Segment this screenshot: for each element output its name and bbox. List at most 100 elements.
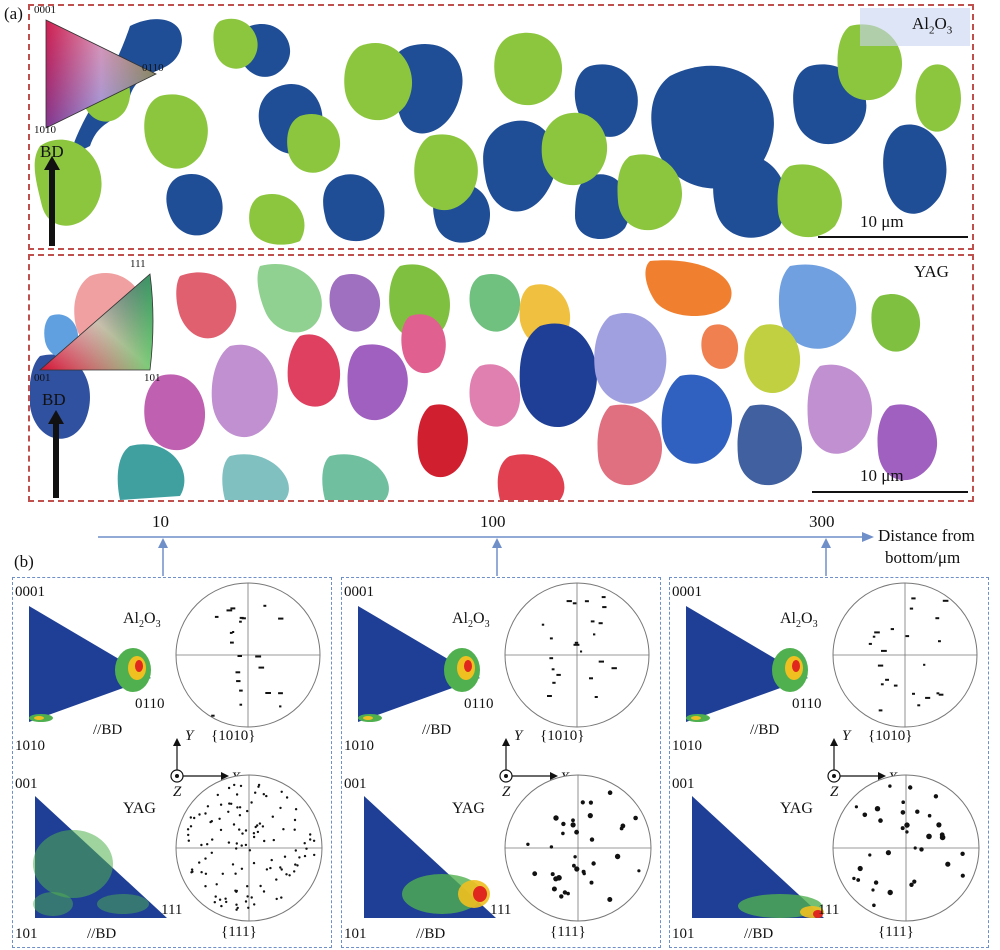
al2o3-key-label-bottom: 1010 <box>34 124 56 136</box>
al2o3-pole-point <box>938 640 941 643</box>
al2o3-pole-point <box>239 689 243 692</box>
al2o3-pole-point <box>574 641 579 644</box>
al2o3-pole-point <box>263 604 267 607</box>
al2o3-pole-point <box>226 609 233 612</box>
yag-pole-point <box>582 871 586 876</box>
yag-bd-arrow-icon <box>48 410 64 498</box>
yag-ebsd-map: 111 001 101 BD YAG 10 μm <box>28 254 974 502</box>
distance-tick-100: 100 <box>480 512 506 531</box>
yag-pole-point <box>206 805 210 808</box>
axis-z-label: Z <box>830 784 839 800</box>
yag-pole-point <box>551 886 557 892</box>
yag-pole-point <box>313 853 316 857</box>
al2o3-pf-phase-o: O <box>801 610 813 627</box>
yag-pole-point <box>936 822 942 828</box>
yag-pole-point <box>856 878 861 882</box>
yag-pole-figure <box>175 774 323 922</box>
yag-pole-point <box>231 863 235 866</box>
al2o3-ipf-top-label: 0001 <box>344 584 374 600</box>
yag-pole-point <box>236 906 239 910</box>
yag-pole-point <box>275 897 278 901</box>
sample-coordinate-axes <box>827 738 886 783</box>
yag-pole-point <box>279 866 282 869</box>
yag-pole-point <box>232 823 236 826</box>
al2o3-pole-figure-label: {1010} <box>540 728 585 744</box>
yag-pole-point <box>873 880 879 885</box>
yag-pole-point <box>285 873 288 876</box>
al2o3-pole-point <box>556 673 561 676</box>
yag-pole-point <box>191 870 194 873</box>
yag-pole-point <box>572 863 576 868</box>
al2o3-pole-point <box>881 649 887 652</box>
al2o3-phase-al: Al <box>912 14 929 33</box>
yag-pole-point <box>913 846 917 850</box>
al2o3-pole-point <box>566 600 572 603</box>
yag-pole-point <box>187 833 190 837</box>
yag-pole-point <box>854 805 858 809</box>
yag-ipf-left-label: 101 <box>15 926 38 942</box>
pole-figure-panel-10: 0001 0110 1010 //BD Al2O3 {1010} Y X Z <box>12 577 332 948</box>
al2o3-scale-label: 10 μm <box>860 212 904 231</box>
yag-ipf-top-label: 001 <box>672 776 695 792</box>
yag-pole-point <box>549 845 554 849</box>
yag-pole-point <box>619 826 624 831</box>
yag-ipf-left-label: 101 <box>672 926 695 942</box>
yag-ipf-density-map <box>692 796 824 918</box>
al2o3-pole-point <box>923 663 926 666</box>
yag-ipf-top-label: 001 <box>15 776 38 792</box>
al2o3-pf-phase-sub1: 2 <box>139 619 144 631</box>
al2o3-pole-point <box>590 620 595 623</box>
yag-pole-point <box>927 813 932 818</box>
yag-pole-point <box>211 838 214 841</box>
al2o3-pole-point <box>279 705 282 708</box>
yag-pole-figure <box>504 774 652 922</box>
yag-pole-point <box>261 825 265 828</box>
yag-pole-point <box>235 908 238 911</box>
yag-pole-point <box>574 866 580 872</box>
yag-pole-point <box>532 871 538 877</box>
yag-pole-point <box>633 815 638 821</box>
al2o3-pole-point <box>265 692 271 694</box>
yag-pole-point <box>868 853 872 857</box>
yag-pole-point <box>874 806 881 812</box>
yag-pole-point <box>570 822 576 828</box>
yag-pole-point <box>256 824 259 827</box>
al2o3-pole-point <box>601 596 606 599</box>
yag-ipf-density-blob <box>33 892 73 916</box>
al2o3-pole-point <box>885 678 889 681</box>
yag-pole-point <box>238 814 242 817</box>
yag-pole-point <box>294 863 297 866</box>
yag-pole-point <box>293 818 297 822</box>
yag-pole-point <box>878 818 883 823</box>
yag-pole-point <box>218 817 221 820</box>
yag-pole-point <box>254 825 257 829</box>
yag-pole-point <box>591 861 596 866</box>
al2o3-pf-phase-al: Al <box>780 610 796 627</box>
al2o3-pole-point <box>890 628 894 631</box>
yag-pole-point <box>235 842 238 845</box>
yag-pole-point <box>550 872 555 877</box>
al2o3-pole-point <box>239 703 243 706</box>
al2o3-pole-point <box>877 664 884 667</box>
al2o3-pole-point <box>552 681 556 684</box>
yag-ipf-density-blob <box>33 830 113 898</box>
yag-pole-point <box>285 796 289 799</box>
al2o3-pole-point <box>239 620 242 623</box>
yag-pole-point <box>213 901 216 904</box>
distance-tick-10: 10 <box>152 512 169 531</box>
yag-pole-point <box>288 874 291 877</box>
pole-figure-panel-100: 0001 0110 1010 //BD Al2O3 {1010} Y X Z <box>341 577 661 948</box>
al2o3-pole-point <box>551 668 555 671</box>
al2o3-pole-figure-label: {1010} <box>868 728 913 744</box>
al2o3-pole-point <box>230 641 234 644</box>
yag-pole-point <box>221 872 224 875</box>
yag-key-label-right: 101 <box>144 372 161 384</box>
yag-pole-point <box>204 885 207 888</box>
yag-pole-point <box>872 903 876 908</box>
yag-pole-point <box>210 851 213 854</box>
yag-pole-point <box>239 784 243 788</box>
yag-pole-point <box>262 793 265 796</box>
yag-pole-point <box>293 828 296 831</box>
yag-pole-point <box>561 821 566 827</box>
al2o3-ipf-bottom-label: 1010 <box>15 738 45 754</box>
